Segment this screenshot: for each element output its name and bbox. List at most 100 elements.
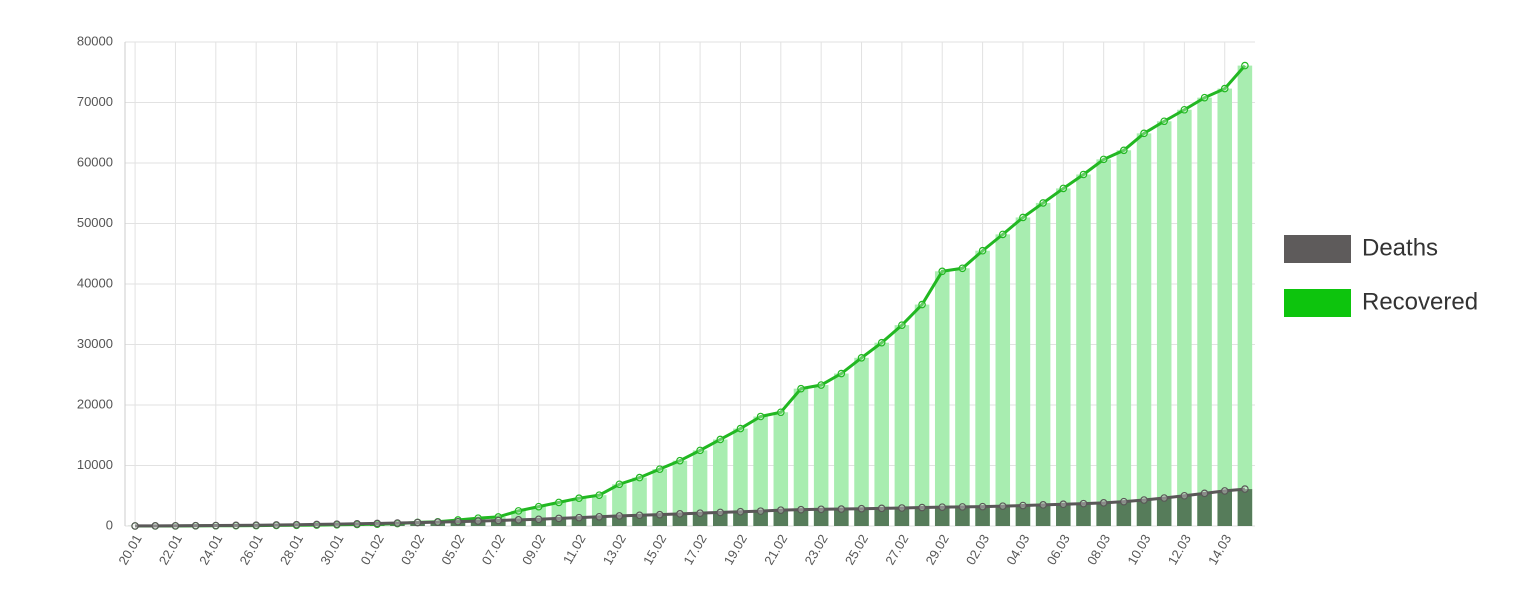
point [1059,500,1068,509]
point [1160,117,1168,126]
point [494,516,503,525]
bar [450,521,466,526]
bar [854,357,869,526]
point [998,230,1007,239]
point [1120,497,1128,506]
x-tick-label: 13.02 [600,532,629,568]
point [312,520,321,529]
point [938,267,947,276]
point [171,521,180,530]
y-tick-label: 20000 [77,396,113,411]
bar [1156,498,1172,526]
point [837,505,846,513]
y-tick-label: 0 [106,517,113,532]
bar [773,412,789,526]
point [736,424,745,433]
bar [834,509,849,526]
bar [1217,88,1232,527]
bar [612,515,627,526]
bar [1197,97,1212,526]
point [555,498,563,507]
point [1019,501,1027,510]
bar [914,507,930,526]
point [756,412,765,421]
x-tick-label: 26.01 [236,532,265,568]
bar [1035,202,1051,526]
bar [874,508,889,526]
point [676,456,684,465]
point [676,510,684,518]
x-tick-label: 29.02 [923,532,952,568]
bar [652,469,667,526]
bar [1197,493,1212,526]
point [655,465,664,473]
bar [1116,501,1132,526]
point [252,521,260,530]
point [1079,499,1088,508]
point [918,503,926,512]
bar [692,450,708,526]
x-tick-label: 12.03 [1165,532,1194,568]
bar [914,304,930,526]
x-tick-label: 02.03 [963,532,992,568]
x-tick-label: 27.02 [882,532,911,568]
point [938,503,947,511]
point [1079,170,1088,179]
x-tick-label: 05.02 [438,532,467,568]
point [1019,213,1027,222]
legend-label: Recovered [1362,288,1478,315]
bar [753,511,768,526]
bar [733,428,748,526]
bar [470,521,486,526]
x-tick-label: 10.03 [1124,532,1153,568]
point [1220,84,1229,93]
point [534,515,543,524]
x-tick-label: 30.01 [317,532,346,568]
point [595,512,603,521]
point [595,491,603,499]
point [393,519,402,527]
bar [995,234,1011,526]
point [696,509,704,517]
point [777,506,785,514]
point [978,502,987,511]
point [131,522,139,530]
point [1241,485,1249,493]
x-tick-label: 03.02 [398,532,427,568]
bar [894,325,910,526]
point [413,518,422,527]
bar [975,250,990,526]
bar [551,518,567,526]
bar [733,511,748,526]
point [272,521,281,529]
x-tick-label: 11.02 [560,532,589,567]
point [958,264,967,273]
y-tick-label: 70000 [77,94,113,109]
point [333,520,341,528]
bar [571,517,587,526]
point [1039,501,1047,509]
point [212,521,220,530]
x-tick-label: 17.02 [680,532,709,568]
bar [793,509,809,526]
point [474,517,482,525]
bar [874,342,889,526]
bar [1035,504,1051,526]
point [151,522,160,530]
point [716,435,725,444]
bar [955,268,970,526]
point [555,514,563,523]
point [797,505,805,514]
bar [1056,188,1071,526]
x-tick-label: 19.02 [721,532,750,568]
bar [1156,121,1172,526]
point [716,508,725,517]
x-tick-label: 15.02 [640,532,669,568]
bar [632,515,647,526]
point [857,504,866,513]
x-tick-label: 20.01 [115,532,144,568]
bar [1056,504,1071,526]
x-tick-label: 22.01 [156,532,185,568]
